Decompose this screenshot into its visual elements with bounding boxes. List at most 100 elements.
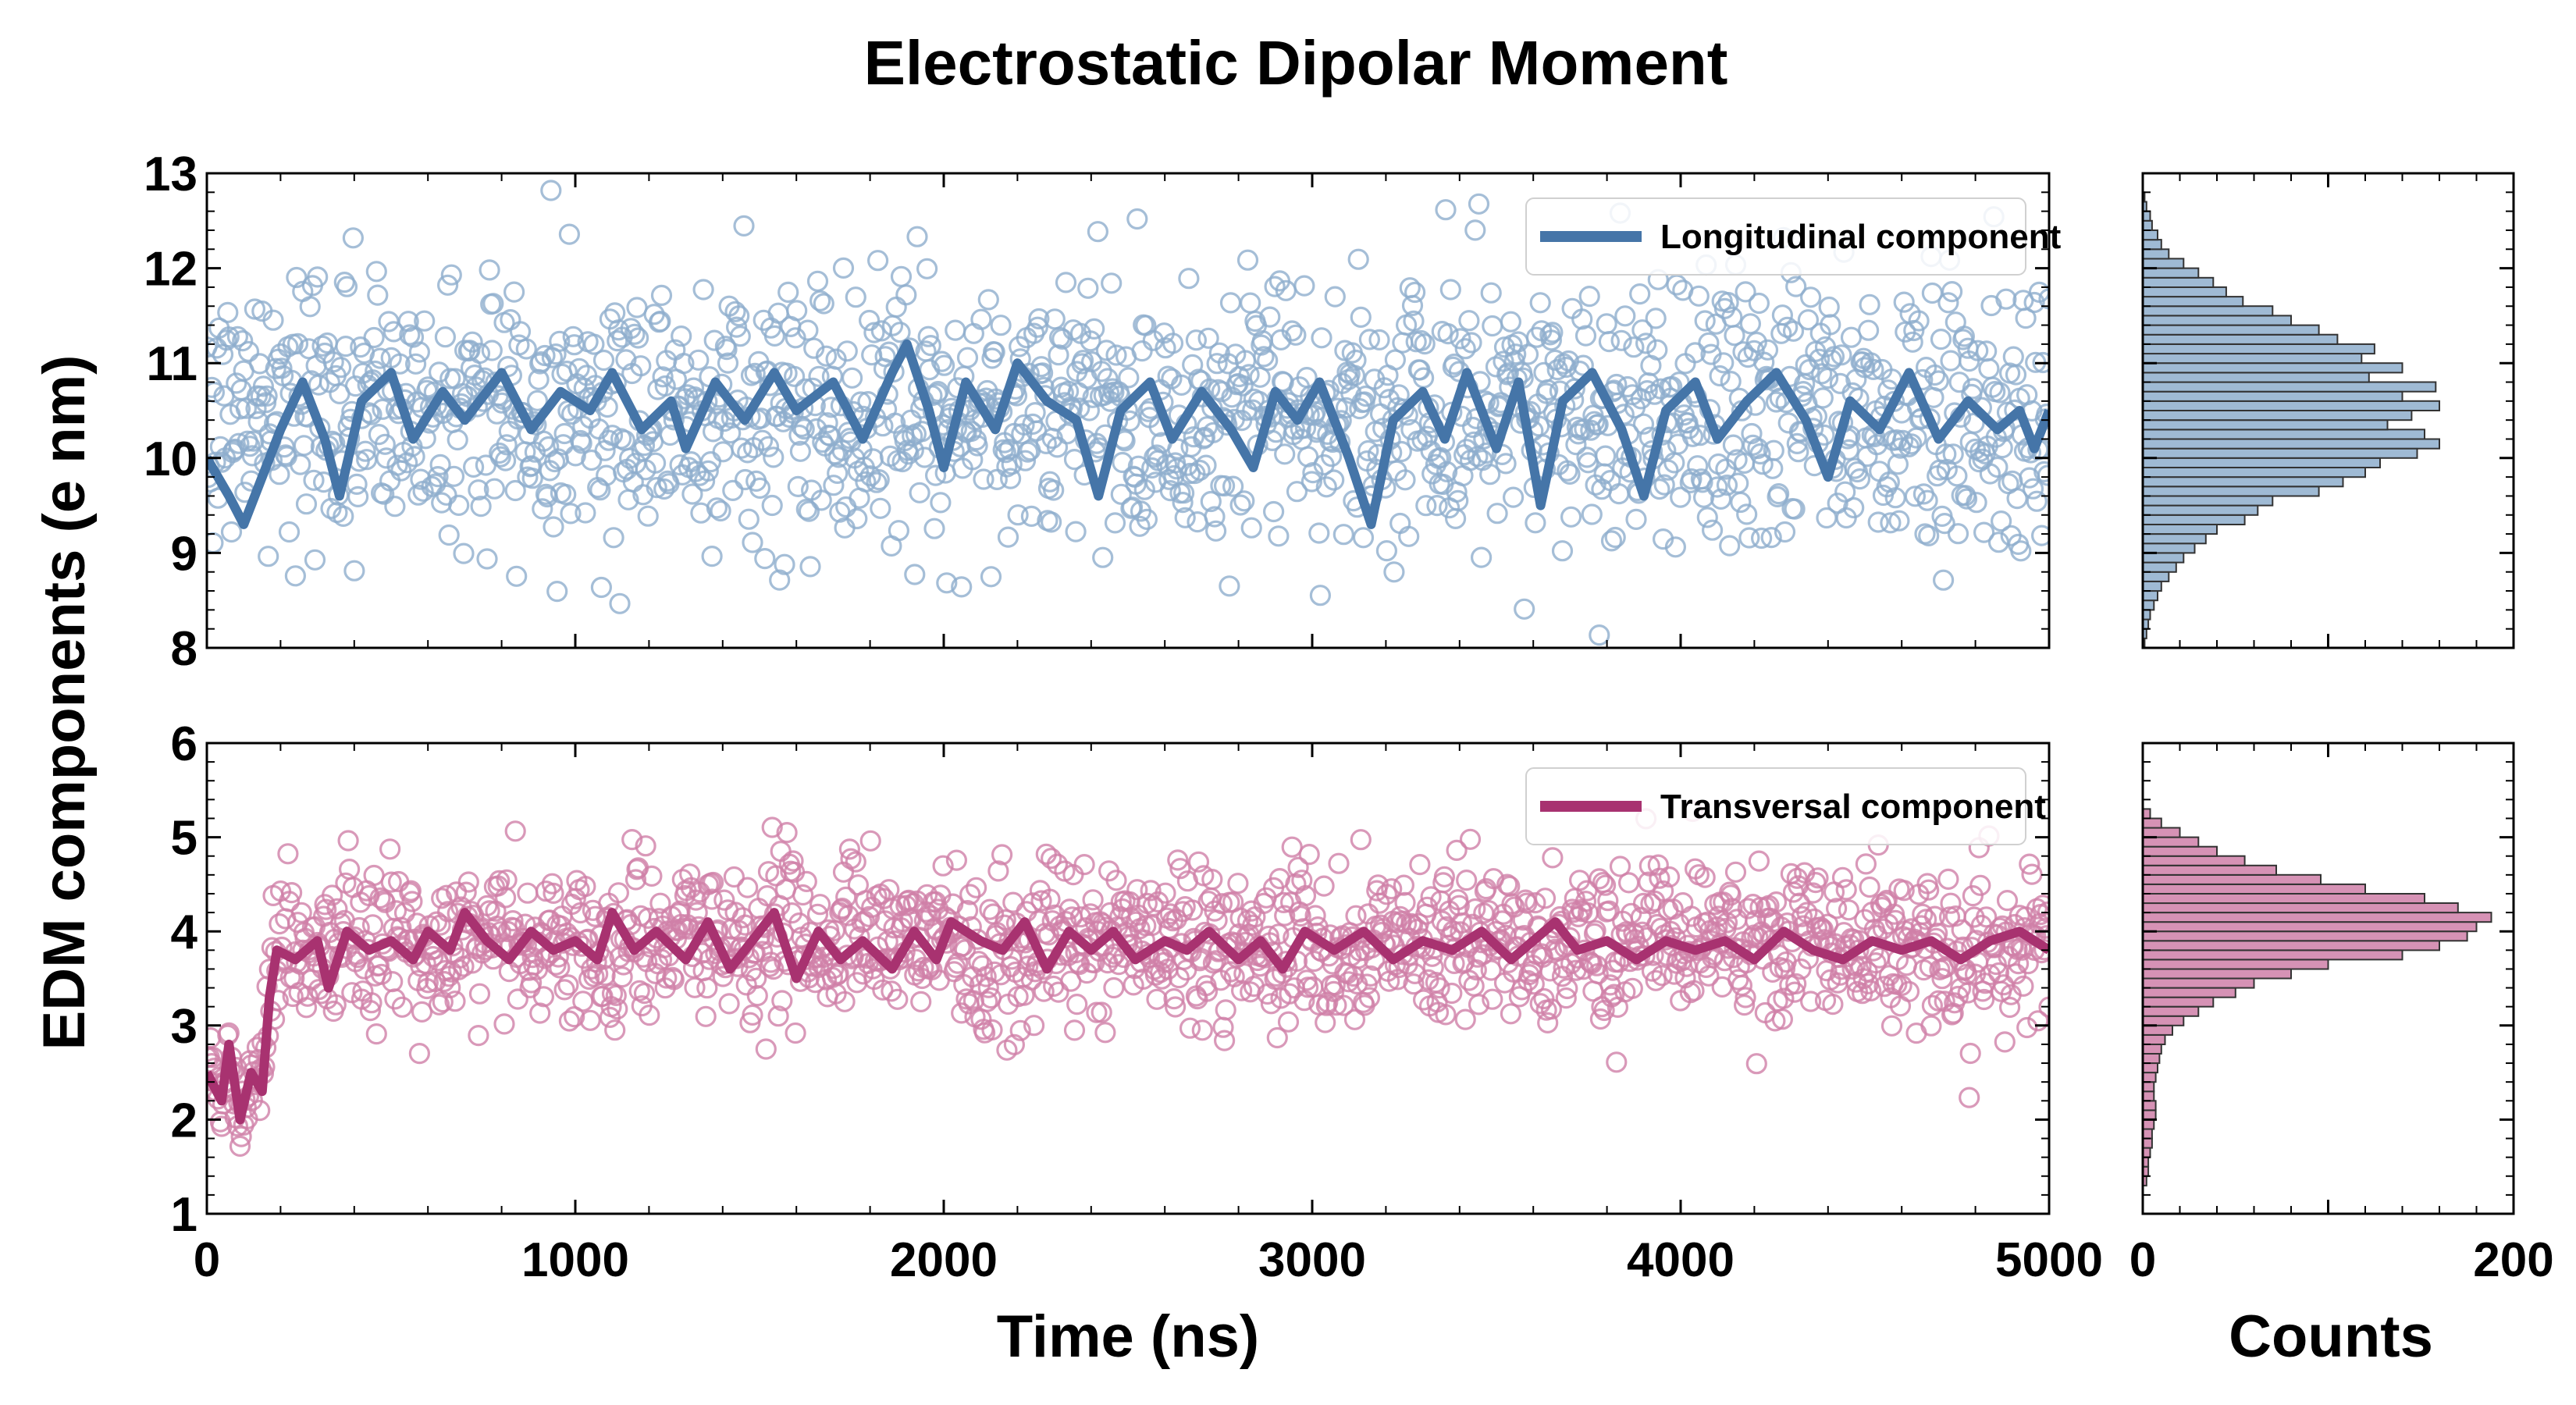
longitudinal-histogram-panel: [2141, 172, 2515, 649]
scatter-point: [1727, 472, 1749, 494]
scatter-point: [717, 352, 739, 374]
scatter-point: [496, 434, 518, 456]
scatter-point: [751, 429, 774, 451]
scatter-point: [650, 284, 673, 306]
scatter-point: [1404, 962, 1426, 985]
scatter-point: [468, 1024, 489, 1047]
x-tick-label: 3000: [1258, 1233, 1366, 1287]
scatter-point: [1211, 893, 1233, 915]
scatter-point: [1468, 193, 1490, 215]
scatter-point: [2033, 939, 2049, 961]
scatter-point: [965, 877, 987, 898]
scatter-point: [1685, 342, 1706, 364]
scatter-point: [1162, 333, 1184, 354]
histogram-bar: [2142, 514, 2246, 525]
histogram-bar: [2142, 590, 2158, 602]
scatter-point: [1083, 318, 1105, 340]
scatter-point: [626, 297, 648, 318]
scatter-point: [1233, 490, 1255, 512]
scatter-point: [1133, 478, 1155, 500]
scatter-point: [1574, 891, 1597, 912]
scatter-point: [1463, 431, 1485, 453]
scatter-point: [1937, 868, 1959, 891]
scatter-point: [1028, 308, 1050, 330]
scatter-point: [806, 418, 827, 440]
scatter-point: [1450, 328, 1471, 350]
scatter-point: [1358, 987, 1381, 1008]
scatter-point: [2008, 952, 2030, 975]
scatter-point: [2032, 351, 2049, 374]
scatter-point: [1924, 905, 1946, 927]
scatter-point: [1007, 504, 1029, 526]
scatter-point: [1420, 886, 1442, 908]
chart-title: Electrostatic Dipolar Moment: [864, 28, 1728, 98]
scatter-point: [1716, 474, 1738, 496]
scatter-point: [1110, 483, 1132, 505]
scatter-point: [607, 882, 630, 904]
scatter-point: [1048, 981, 1069, 1003]
scatter-point: [1560, 506, 1582, 528]
scatter-point: [1724, 325, 1745, 347]
scatter-point: [870, 497, 891, 519]
scatter-point: [1649, 478, 1670, 500]
scatter-point: [1272, 891, 1294, 914]
scatter-point: [1537, 1012, 1559, 1034]
scatter-point: [815, 345, 838, 367]
scatter-point: [1720, 371, 1742, 393]
scatter-point: [1916, 909, 1937, 930]
scatter-point: [1609, 855, 1631, 877]
scatter-point: [656, 967, 678, 989]
scatter-point: [1542, 847, 1564, 869]
scatter-point: [1023, 1015, 1045, 1037]
scatter-point: [627, 327, 649, 349]
scatter-point: [1414, 333, 1436, 355]
y-tick-label: 2: [171, 1094, 197, 1147]
scatter-point: [904, 564, 926, 585]
scatter-point: [594, 964, 616, 987]
scatter-point: [560, 503, 582, 525]
histogram-bar: [2142, 248, 2170, 260]
histogram-bar: [2142, 504, 2259, 516]
scatter-point: [841, 367, 863, 389]
scatter-point: [256, 385, 278, 407]
scatter-point: [429, 454, 451, 476]
histogram-bar: [2142, 467, 2366, 478]
scatter-point: [2019, 853, 2041, 875]
y-tick-label: 4: [171, 905, 198, 959]
scatter-point: [502, 909, 524, 932]
scatter-point: [697, 460, 719, 482]
scatter-point: [239, 436, 261, 457]
scatter-point: [558, 1010, 581, 1032]
scatter-point: [1595, 874, 1617, 896]
scatter-point: [374, 433, 396, 455]
scatter-point: [1831, 344, 1852, 366]
scatter-point: [836, 340, 858, 362]
scatter-point: [354, 440, 376, 462]
histogram-bar: [2142, 362, 2403, 374]
scatter-point: [307, 266, 329, 288]
scatter-point: [1863, 358, 1884, 380]
scatter-point: [754, 547, 776, 570]
scatter-point: [999, 468, 1022, 489]
scatter-point: [806, 270, 829, 292]
scatter-point: [1574, 325, 1597, 347]
legend-box: [1525, 767, 2026, 845]
scatter-point: [361, 914, 384, 936]
scatter-point: [428, 994, 450, 1016]
scatter-point: [1204, 506, 1226, 528]
scatter-point: [315, 898, 337, 920]
scatter-point: [218, 326, 240, 348]
scatter-point: [1456, 869, 1478, 891]
scatter-point: [787, 475, 809, 498]
scatter-point: [1730, 491, 1752, 514]
scatter-point: [1444, 507, 1467, 530]
scatter-point: [226, 325, 248, 347]
scatter-point: [1262, 500, 1285, 523]
scatter-point: [1293, 275, 1315, 297]
scatter-point: [1213, 1030, 1236, 1051]
scatter-point: [906, 226, 928, 247]
scatter-point: [476, 548, 498, 570]
scatter-point: [281, 881, 303, 904]
scatter-point: [923, 518, 945, 539]
scatter-point: [1394, 891, 1416, 914]
